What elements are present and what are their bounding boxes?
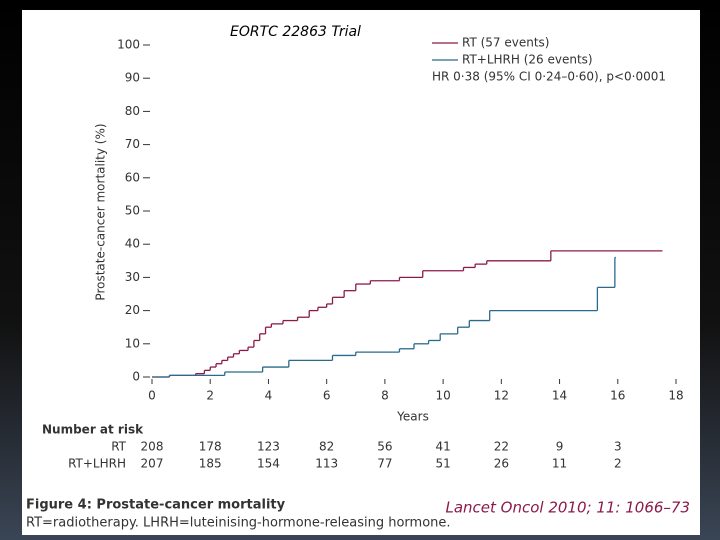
y-tick-label: 50 — [125, 204, 140, 218]
y-tick-label: 90 — [125, 71, 140, 85]
x-tick-label: 2 — [206, 389, 214, 403]
caption-text: RT=radiotherapy. LHRH=luteinising-hormon… — [26, 516, 451, 531]
risk-count: 26 — [494, 457, 509, 471]
y-tick-label: 10 — [125, 336, 140, 350]
risk-count: 178 — [199, 440, 222, 454]
x-axis-label: Years — [396, 410, 429, 424]
x-tick-label: 18 — [668, 389, 683, 403]
x-tick-label: 8 — [381, 389, 389, 403]
panel — [22, 10, 700, 535]
risk-count: 113 — [315, 457, 338, 471]
risk-count: 154 — [257, 457, 280, 471]
risk-count: 208 — [141, 440, 164, 454]
risk-count: 123 — [257, 440, 280, 454]
risk-count: 2 — [614, 457, 622, 471]
legend-label: RT+LHRH (26 events) — [462, 53, 593, 67]
y-tick-label: 70 — [125, 137, 140, 151]
x-tick-label: 14 — [552, 389, 567, 403]
risk-count: 51 — [435, 457, 450, 471]
risk-count: 41 — [435, 440, 450, 454]
risk-row-label: RT+LHRH — [68, 457, 126, 471]
x-tick-label: 16 — [610, 389, 625, 403]
x-tick-label: 0 — [148, 389, 156, 403]
risk-count: 22 — [494, 440, 509, 454]
y-tick-label: 40 — [125, 237, 140, 251]
risk-count: 82 — [319, 440, 334, 454]
citation: Lancet Oncol 2010; 11: 1066–73 — [445, 499, 690, 517]
risk-title: Number at risk — [42, 423, 144, 437]
x-tick-label: 10 — [435, 389, 450, 403]
risk-count: 3 — [614, 440, 622, 454]
risk-count: 56 — [377, 440, 392, 454]
chart-title: EORTC 22863 Trial — [230, 24, 361, 40]
annotation: HR 0·38 (95% CI 0·24–0·60), p<0·0001 — [432, 70, 666, 84]
y-tick-label: 0 — [132, 370, 140, 384]
risk-count: 11 — [552, 457, 567, 471]
y-axis-label: Prostate-cancer mortality (%) — [94, 123, 108, 300]
y-tick-label: 80 — [125, 104, 140, 118]
caption-title: Figure 4: Prostate-cancer mortality — [26, 498, 286, 513]
x-tick-label: 12 — [494, 389, 509, 403]
risk-count: 9 — [556, 440, 564, 454]
x-tick-label: 4 — [265, 389, 273, 403]
y-tick-label: 100 — [117, 38, 140, 52]
legend-label: RT (57 events) — [462, 36, 550, 50]
y-tick-label: 60 — [125, 170, 140, 184]
risk-count: 185 — [199, 457, 222, 471]
risk-count: 207 — [141, 457, 164, 471]
y-tick-label: 30 — [125, 270, 140, 284]
y-tick-label: 20 — [125, 303, 140, 317]
x-tick-label: 6 — [323, 389, 331, 403]
risk-count: 77 — [377, 457, 392, 471]
risk-row-label: RT — [111, 440, 126, 454]
